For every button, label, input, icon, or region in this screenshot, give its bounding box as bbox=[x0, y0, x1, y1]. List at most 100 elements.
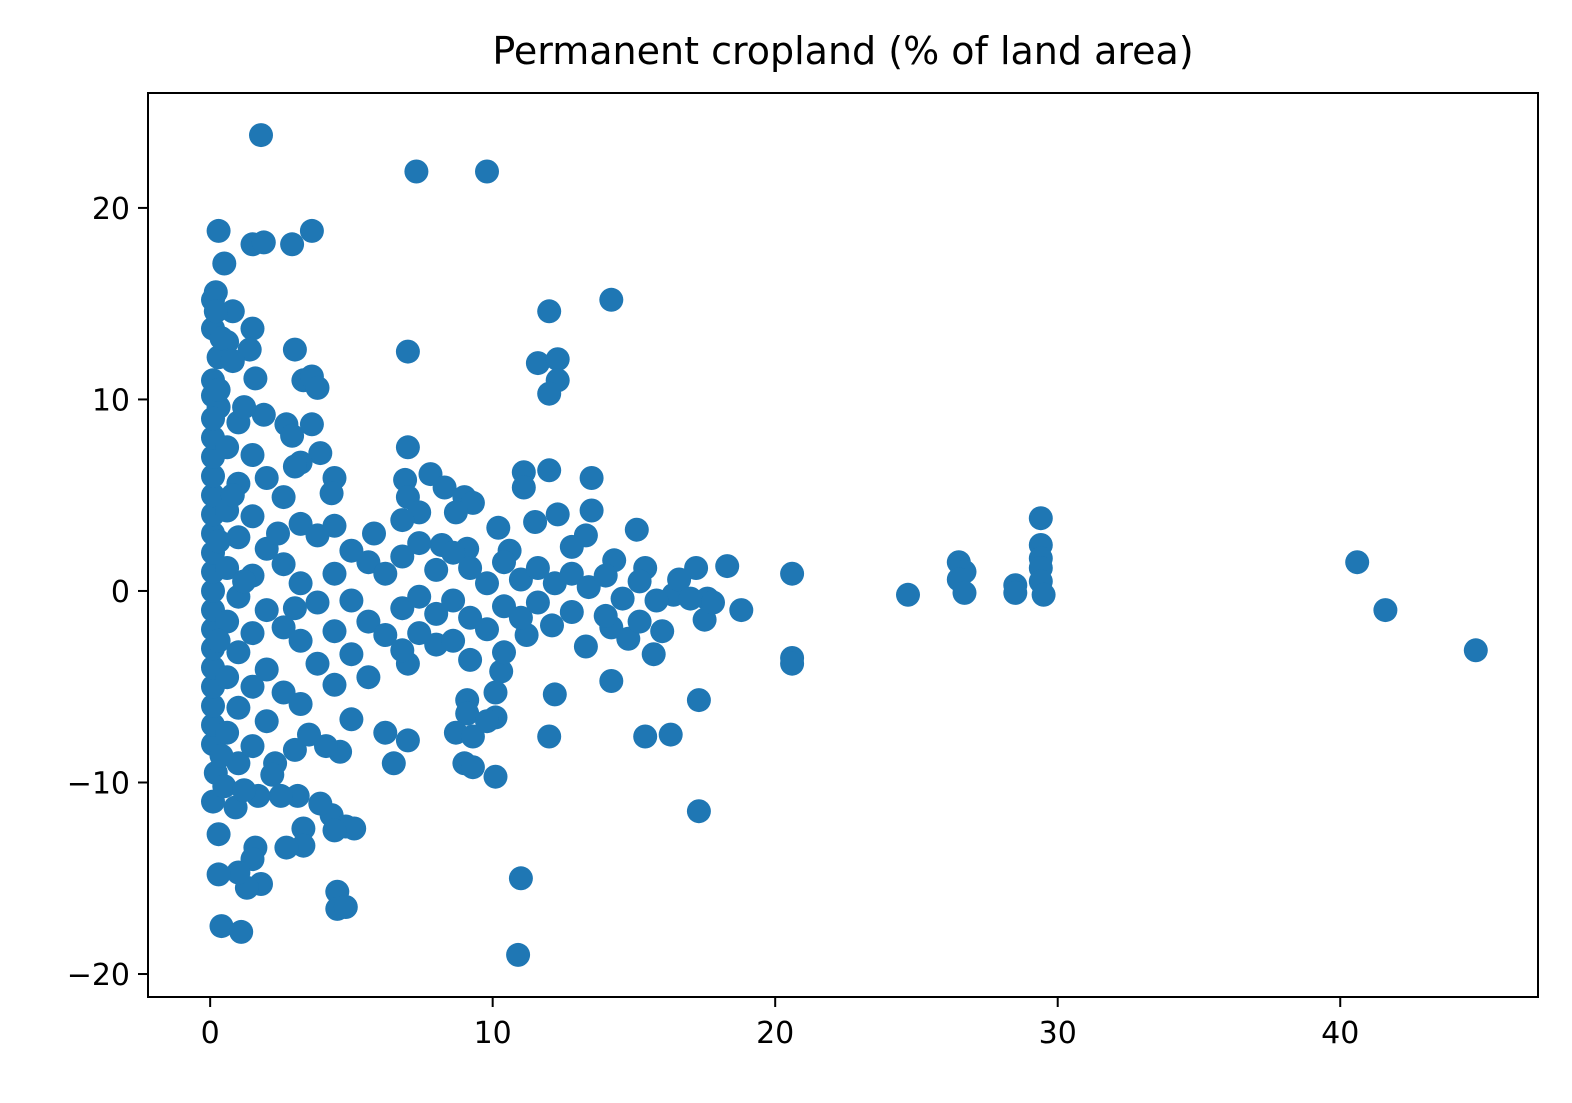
data-point bbox=[288, 628, 313, 653]
data-point bbox=[271, 680, 296, 705]
data-point bbox=[593, 603, 618, 628]
data-point bbox=[593, 563, 618, 588]
data-point bbox=[201, 579, 225, 603]
data-point bbox=[373, 720, 398, 745]
data-point bbox=[599, 669, 624, 693]
data-point bbox=[508, 567, 533, 592]
data-point bbox=[305, 651, 330, 676]
data-point bbox=[545, 502, 570, 527]
data-point bbox=[282, 737, 307, 762]
data-point bbox=[441, 588, 466, 613]
data-point bbox=[209, 914, 234, 939]
x-axis: 0 10 20 30 40 bbox=[201, 997, 1359, 1051]
data-point bbox=[308, 441, 333, 466]
y-axis: −20 −10 0 10 20 bbox=[67, 192, 148, 993]
data-point bbox=[249, 123, 273, 148]
data-point bbox=[525, 351, 550, 376]
data-point bbox=[395, 435, 420, 460]
data-point bbox=[229, 919, 254, 944]
data-point bbox=[489, 659, 514, 684]
data-point bbox=[579, 466, 604, 490]
data-point bbox=[220, 483, 245, 508]
data-point bbox=[215, 665, 240, 690]
data-point bbox=[339, 707, 364, 732]
data-point bbox=[610, 586, 635, 611]
data-point bbox=[254, 598, 279, 623]
data-point bbox=[237, 337, 262, 362]
data-point bbox=[492, 550, 516, 575]
data-point bbox=[658, 722, 683, 747]
data-point bbox=[212, 774, 237, 799]
data-point bbox=[232, 778, 257, 803]
data-point bbox=[362, 521, 386, 546]
data-point bbox=[576, 575, 601, 600]
data-point bbox=[537, 458, 562, 483]
data-point bbox=[285, 783, 310, 808]
data-point bbox=[686, 799, 711, 824]
data-point bbox=[952, 580, 977, 605]
data-point bbox=[254, 466, 279, 490]
data-point bbox=[209, 743, 234, 768]
data-point bbox=[288, 571, 313, 596]
data-point bbox=[508, 605, 533, 630]
data-point bbox=[240, 734, 265, 759]
data-point bbox=[314, 734, 338, 759]
data-point bbox=[291, 816, 316, 841]
data-point bbox=[206, 377, 231, 402]
data-point bbox=[443, 500, 468, 525]
data-point bbox=[644, 588, 669, 613]
data-point bbox=[460, 755, 485, 780]
x-tick-label: 30 bbox=[1039, 1016, 1077, 1051]
x-tick-label: 20 bbox=[756, 1016, 794, 1051]
data-point bbox=[209, 326, 234, 351]
data-point bbox=[339, 642, 364, 667]
data-point bbox=[404, 159, 429, 184]
data-point bbox=[206, 862, 231, 887]
data-point bbox=[1345, 550, 1370, 575]
data-point bbox=[686, 688, 711, 713]
data-point bbox=[373, 561, 398, 586]
data-point bbox=[390, 508, 415, 533]
data-points bbox=[201, 123, 1488, 967]
data-point bbox=[1463, 638, 1488, 663]
data-point bbox=[715, 554, 740, 579]
data-point bbox=[624, 517, 649, 542]
data-point bbox=[559, 600, 584, 624]
data-point bbox=[1028, 506, 1053, 531]
plot-frame bbox=[147, 92, 1539, 998]
data-point bbox=[203, 299, 228, 324]
data-point bbox=[240, 674, 265, 699]
data-point bbox=[390, 596, 415, 621]
data-point bbox=[243, 366, 268, 391]
data-point bbox=[260, 762, 285, 787]
data-point bbox=[395, 339, 420, 364]
y-tick-label: 10 bbox=[92, 383, 130, 418]
data-point bbox=[441, 540, 466, 565]
data-point bbox=[322, 672, 347, 697]
data-point bbox=[356, 665, 381, 690]
data-point bbox=[545, 347, 570, 372]
data-point bbox=[232, 569, 257, 594]
data-point bbox=[297, 722, 321, 747]
data-point bbox=[537, 381, 562, 406]
data-point bbox=[486, 515, 511, 540]
data-point bbox=[525, 556, 550, 580]
data-point bbox=[678, 586, 703, 611]
data-point bbox=[280, 232, 305, 257]
data-point bbox=[1373, 598, 1398, 623]
data-point bbox=[288, 511, 313, 536]
data-point bbox=[458, 556, 483, 580]
x-tick-label: 0 bbox=[201, 1016, 220, 1051]
data-point bbox=[896, 582, 920, 607]
data-point bbox=[299, 218, 324, 243]
data-point bbox=[441, 628, 466, 653]
data-point bbox=[460, 724, 485, 749]
data-point bbox=[288, 692, 313, 716]
data-point bbox=[240, 504, 265, 529]
data-point bbox=[780, 651, 805, 676]
data-point bbox=[212, 251, 237, 276]
y-tick-label: −20 bbox=[67, 958, 130, 993]
y-tick-label: −10 bbox=[67, 766, 130, 801]
data-point bbox=[299, 412, 324, 437]
